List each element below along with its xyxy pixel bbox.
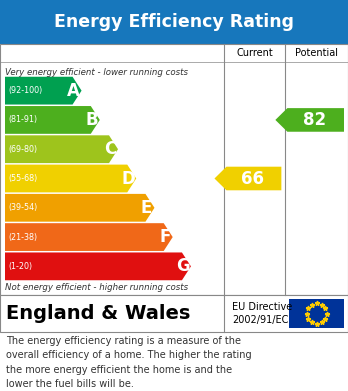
Text: G: G xyxy=(176,257,190,275)
Text: (55-68): (55-68) xyxy=(8,174,37,183)
Text: EU Directive
2002/91/EC: EU Directive 2002/91/EC xyxy=(232,301,293,325)
Text: F: F xyxy=(159,228,171,246)
Text: E: E xyxy=(141,199,152,217)
Text: Current: Current xyxy=(237,48,273,58)
Text: (39-54): (39-54) xyxy=(8,203,37,212)
Polygon shape xyxy=(5,135,118,163)
Bar xyxy=(289,299,344,328)
Text: Energy Efficiency Rating: Energy Efficiency Rating xyxy=(54,13,294,31)
Text: D: D xyxy=(121,170,135,188)
Text: (69-80): (69-80) xyxy=(8,145,37,154)
Bar xyxy=(0,44,348,295)
Bar xyxy=(0,0,348,44)
Text: Very energy efficient - lower running costs: Very energy efficient - lower running co… xyxy=(5,68,188,77)
Text: 66: 66 xyxy=(242,170,264,188)
Polygon shape xyxy=(5,106,100,134)
Text: 82: 82 xyxy=(303,111,326,129)
Polygon shape xyxy=(5,77,81,104)
Text: (81-91): (81-91) xyxy=(8,115,37,124)
Text: (21-38): (21-38) xyxy=(8,233,37,242)
Polygon shape xyxy=(275,108,344,132)
Polygon shape xyxy=(5,194,155,222)
Text: (92-100): (92-100) xyxy=(8,86,42,95)
Polygon shape xyxy=(214,167,282,190)
Text: The energy efficiency rating is a measure of the
overall efficiency of a home. T: The energy efficiency rating is a measur… xyxy=(6,336,252,389)
Text: England & Wales: England & Wales xyxy=(6,304,190,323)
Text: A: A xyxy=(67,82,80,100)
Text: Potential: Potential xyxy=(295,48,338,58)
Polygon shape xyxy=(5,165,136,192)
Bar xyxy=(0,295,348,332)
Polygon shape xyxy=(5,253,191,280)
Polygon shape xyxy=(5,223,173,251)
Text: B: B xyxy=(86,111,98,129)
Text: (1-20): (1-20) xyxy=(8,262,32,271)
Text: Not energy efficient - higher running costs: Not energy efficient - higher running co… xyxy=(5,283,188,292)
Text: C: C xyxy=(104,140,116,158)
